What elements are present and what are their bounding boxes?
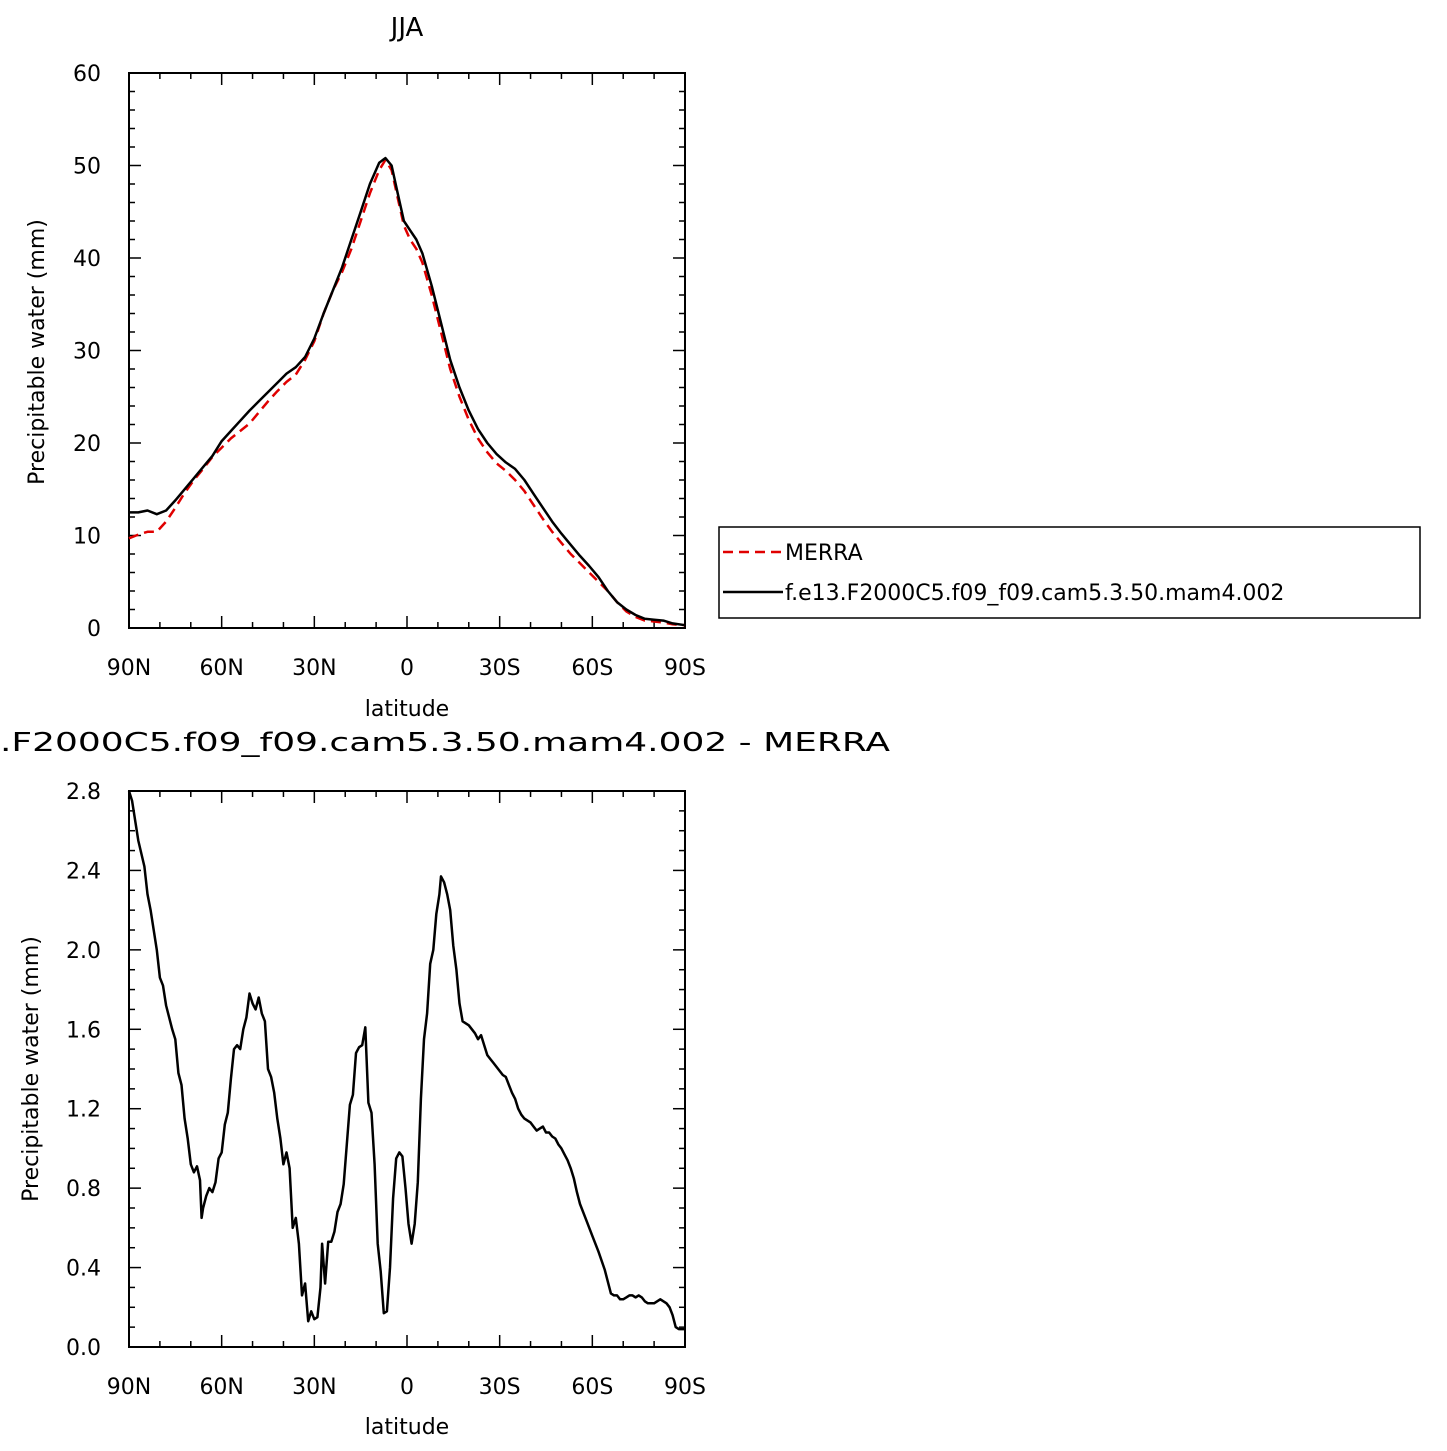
x-tick-label: 60N [199,1375,243,1400]
y-tick-label: 0 [87,617,101,642]
top-axis-ticks: 90N 60N 30N 0 30S 60S 90S 0 10 20 30 40 50 60 [73,62,706,681]
bottom-x-axis-label: latitude [365,1415,449,1440]
y-tick-label: 60 [73,62,101,87]
y-tick-label: 2.4 [66,859,101,884]
x-tick-label: 60S [571,1375,613,1400]
difference-line [127,790,685,1331]
x-tick-label: 90N [107,656,151,681]
y-tick-label: 20 [73,432,101,457]
legend-label-model: f.e13.F2000C5.f09_f09.cam5.3.50.mam4.002 [785,581,1284,606]
y-tick-label: 0.8 [66,1177,101,1202]
x-tick-label: 0 [400,1375,414,1400]
top-y-axis-label: Precipitable water (mm) [25,219,50,485]
y-tick-label: 0.0 [66,1336,101,1361]
legend: MERRA f.e13.F2000C5.f09_f09.cam5.3.50.ma… [718,526,1421,619]
y-tick-label: 1.2 [66,1098,101,1123]
y-tick-label: 2.8 [66,780,101,805]
top-plot-frame [128,72,686,629]
bottom-axis-ticks: 90N 60N 30N 0 30S 60S 90S 0.0 0.4 0.8 1.2 1.6 2.0 2.4… [66,780,706,1400]
bottom-panel: .F2000C5.f09_f09.cam5.3.50.mam4.002 - ME… [0,728,890,1440]
legend-box [718,526,1421,619]
x-tick-label: 30N [292,656,336,681]
y-tick-label: 40 [73,247,101,272]
bottom-chart-title: .F2000C5.f09_f09.cam5.3.50.mam4.002 - ME… [0,728,890,758]
x-tick-label: 0 [400,656,414,681]
top-chart-title: JJA [389,13,424,43]
y-tick-label: 2.0 [66,939,101,964]
y-tick-label: 1.6 [66,1018,101,1043]
legend-label-merra: MERRA [785,541,863,566]
x-tick-label: 90S [664,1375,706,1400]
y-tick-label: 0.4 [66,1257,101,1282]
x-tick-label: 90N [107,1375,151,1400]
x-tick-label: 90S [664,656,706,681]
y-tick-label: 30 [73,340,101,365]
model-line [129,156,686,627]
x-tick-label: 30N [292,1375,336,1400]
merra-line [128,158,686,627]
y-tick-label: 10 [73,525,101,550]
bottom-series-lines [127,790,685,1331]
top-panel: JJA latitude Precipitable water (mm) 90N… [25,13,706,722]
bottom-y-axis-label: Precipitable water (mm) [19,936,44,1202]
x-tick-label: 30S [479,1375,521,1400]
x-tick-label: 60N [199,656,243,681]
top-series-lines [128,156,686,627]
top-x-axis-label: latitude [365,697,449,722]
x-tick-label: 60S [571,656,613,681]
y-tick-label: 50 [73,155,101,180]
x-tick-label: 30S [479,656,521,681]
